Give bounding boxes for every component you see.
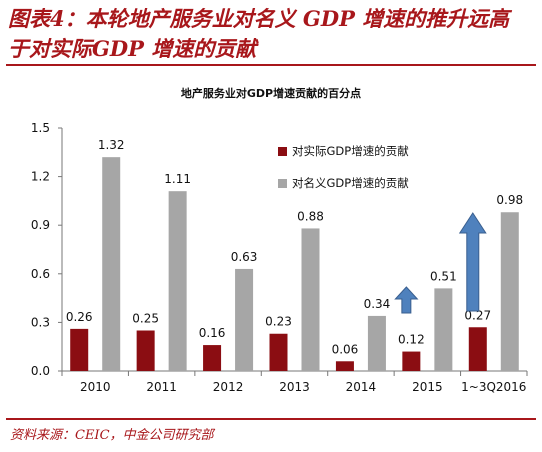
- legend-swatch-real: [278, 146, 287, 156]
- data-label-nominal: 0.51: [430, 269, 457, 283]
- bar-real-gdp: [269, 333, 288, 371]
- x-tick-label: 2015: [412, 380, 443, 394]
- y-tick-label: 0.9: [31, 218, 50, 232]
- data-label-real: 0.25: [132, 312, 159, 326]
- x-tick-label: 2014: [346, 380, 377, 394]
- bar-nominal-gdp: [235, 268, 254, 371]
- data-label-real: 0.27: [464, 308, 491, 322]
- up-arrow-icon: [394, 286, 419, 314]
- legend: 对实际GDP增速的贡献 对名义GDP增速的贡献: [278, 140, 409, 204]
- bar-nominal-gdp: [367, 315, 386, 371]
- data-label-real: 0.16: [199, 326, 226, 340]
- y-tick-label: 0.0: [31, 364, 50, 378]
- legend-item-nominal: 对名义GDP增速的贡献: [278, 172, 409, 194]
- legend-label-real: 对实际GDP增速的贡献: [292, 144, 409, 158]
- data-label-nominal: 0.63: [231, 250, 258, 264]
- data-label-nominal: 0.34: [364, 297, 391, 311]
- data-label-real: 0.06: [332, 342, 359, 356]
- bar-real-gdp: [136, 330, 155, 371]
- x-tick-label: 2011: [146, 380, 177, 394]
- data-label-nominal: 1.32: [98, 138, 125, 152]
- bar-real-gdp: [335, 361, 354, 371]
- x-tick-label: 2013: [279, 380, 310, 394]
- bar-nominal-gdp: [500, 212, 519, 371]
- bar-nominal-gdp: [434, 288, 453, 371]
- x-tick-label: 2012: [213, 380, 244, 394]
- bar-real-gdp: [468, 327, 487, 371]
- data-label-real: 0.26: [66, 310, 93, 324]
- chart-title: 地产服务业对GDP增速贡献的百分点: [180, 87, 362, 100]
- data-label-real: 0.12: [398, 333, 425, 347]
- y-tick-label: 0.6: [31, 267, 50, 281]
- data-label-real: 0.23: [265, 315, 292, 329]
- x-tick-label: 2010: [80, 380, 111, 394]
- data-label-nominal: 0.88: [297, 209, 324, 223]
- legend-label-nominal: 对名义GDP增速的贡献: [292, 176, 409, 190]
- bar-real-gdp: [70, 328, 89, 371]
- data-label-nominal: 0.98: [496, 193, 523, 207]
- title-divider: [6, 64, 536, 66]
- footer-divider: [6, 418, 536, 420]
- legend-item-real: 对实际GDP增速的贡献: [278, 140, 409, 162]
- bar-real-gdp: [203, 345, 222, 371]
- y-tick-label: 0.3: [31, 315, 50, 329]
- y-tick-label: 1.2: [31, 170, 50, 184]
- bar-nominal-gdp: [168, 191, 187, 371]
- source-note: 资料来源：CEIC，中金公司研究部: [10, 428, 214, 443]
- y-tick-label: 1.5: [31, 121, 50, 135]
- bar-real-gdp: [402, 351, 421, 371]
- up-arrow-icon: [458, 212, 487, 312]
- data-label-nominal: 1.11: [164, 172, 191, 186]
- x-tick-label: 1~3Q2016: [461, 380, 526, 394]
- bar-nominal-gdp: [102, 157, 121, 371]
- bar-nominal-gdp: [301, 228, 320, 371]
- legend-swatch-nominal: [278, 178, 287, 188]
- figure-title: 图表4：本轮地产服务业对名义 GDP 增速的推升远高于对实际GDP 增速的贡献: [8, 6, 510, 61]
